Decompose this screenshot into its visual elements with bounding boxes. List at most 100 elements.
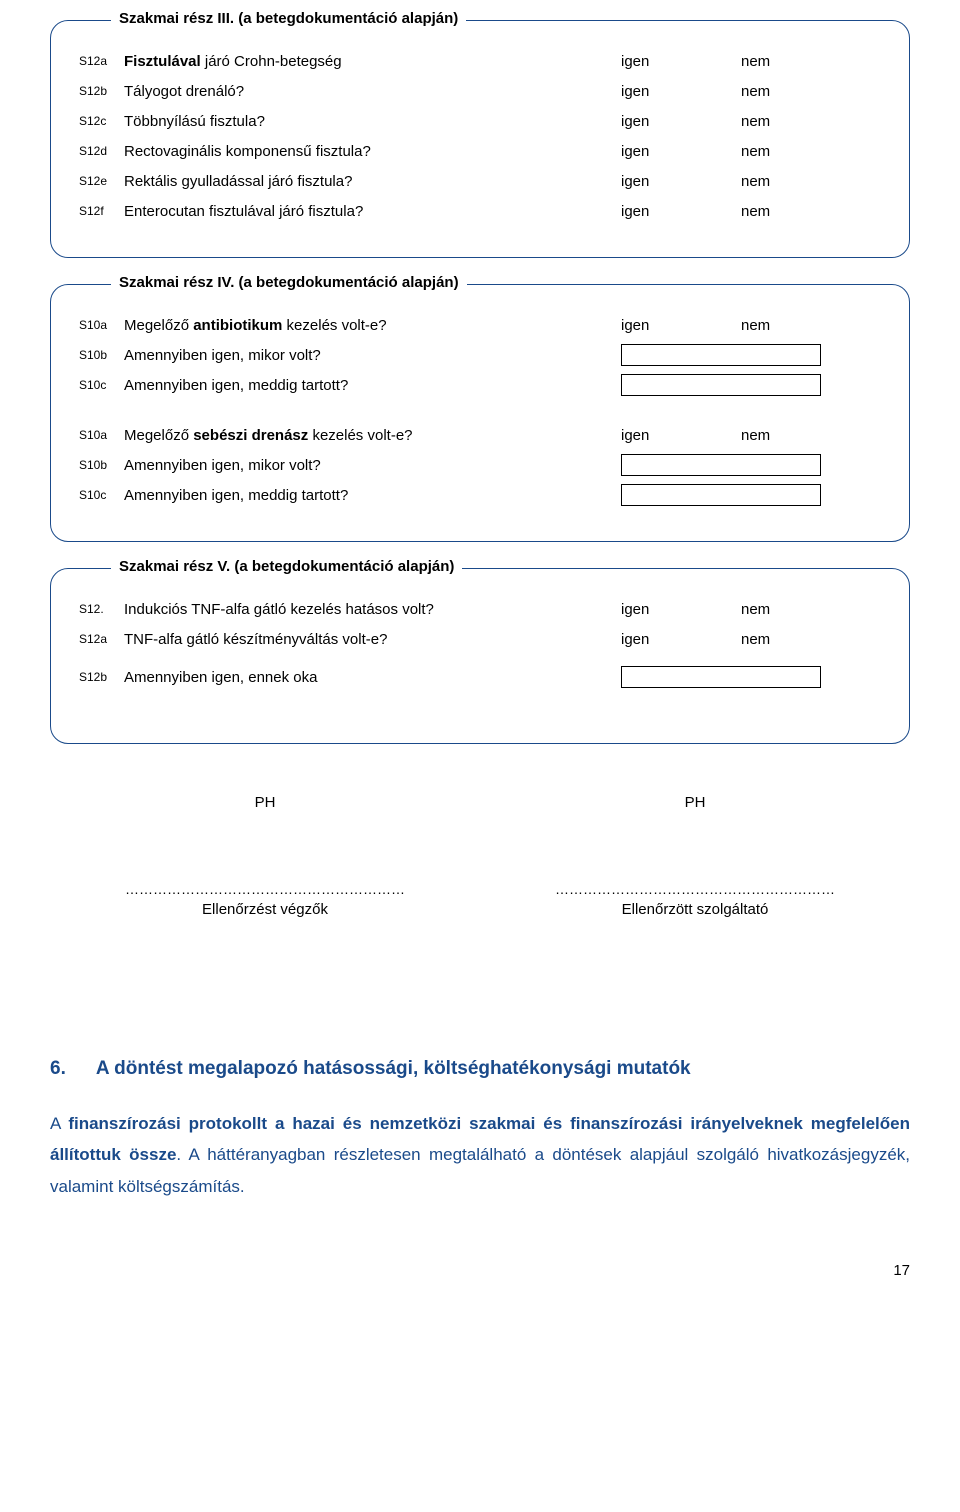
- row-answers: [621, 666, 881, 688]
- row-answers: igen nem: [621, 427, 881, 444]
- row-code: S12a: [79, 632, 124, 646]
- row-s12f: S12f Enterocutan fisztulával járó fisztu…: [79, 199, 881, 223]
- label-rest: járó Crohn-betegség: [201, 53, 342, 70]
- sig-label-left: Ellenőrzést végzők: [115, 901, 415, 918]
- row-code: S12e: [79, 174, 124, 188]
- ph-left: PH: [115, 794, 415, 811]
- heading-6: 6. A döntést megalapozó hatásossági, köl…: [50, 1058, 910, 1080]
- answer-yes[interactable]: igen: [621, 173, 741, 190]
- row-answers: igen nem: [621, 631, 881, 648]
- row-label: Fisztulával járó Crohn-betegség: [124, 53, 621, 70]
- signature-row-lines: …………………………………………………… Ellenőrzést végzők …: [50, 811, 910, 918]
- row-answers: igen nem: [621, 317, 881, 334]
- row-s10a-sebeszi: S10a Megelőző sebészi drenász kezelés vo…: [79, 423, 881, 447]
- row-s10b-1: S10b Amennyiben igen, mikor volt?: [79, 343, 881, 367]
- answer-yes[interactable]: igen: [621, 143, 741, 160]
- section-3: Szakmai rész III. (a betegdokumentáció a…: [50, 20, 910, 258]
- row-label: Többnyílású fisztula?: [124, 113, 621, 130]
- answer-no[interactable]: nem: [741, 143, 841, 160]
- row-s12: S12. Indukciós TNF-alfa gátló kezelés ha…: [79, 597, 881, 621]
- row-s12d: S12d Rectovaginális komponensű fisztula?…: [79, 139, 881, 163]
- sig-dots-right: ……………………………………………………: [545, 881, 845, 897]
- row-answers: igen nem: [621, 173, 881, 190]
- input-meddig-2[interactable]: [621, 484, 821, 506]
- answer-no[interactable]: nem: [741, 317, 841, 334]
- section-5: Szakmai rész V. (a betegdokumentáció ala…: [50, 568, 910, 744]
- row-s10b-2: S10b Amennyiben igen, mikor volt?: [79, 453, 881, 477]
- row-code: S12b: [79, 670, 124, 684]
- row-answers: [621, 374, 881, 396]
- row-code: S12f: [79, 204, 124, 218]
- row-s10a-antibiotikum: S10a Megelőző antibiotikum kezelés volt-…: [79, 313, 881, 337]
- row-code: S12d: [79, 144, 124, 158]
- row-code: S10c: [79, 488, 124, 502]
- row-label: Indukciós TNF-alfa gátló kezelés hatásos…: [124, 601, 621, 618]
- label-bold: antibiotikum: [193, 317, 282, 334]
- label-bold: sebészi drenász: [193, 427, 308, 444]
- answer-no[interactable]: nem: [741, 113, 841, 130]
- sig-label-right: Ellenőrzött szolgáltató: [545, 901, 845, 918]
- row-s10c-1: S10c Amennyiben igen, meddig tartott?: [79, 373, 881, 397]
- row-answers: igen nem: [621, 83, 881, 100]
- row-label: Amennyiben igen, meddig tartott?: [124, 377, 621, 394]
- answer-yes[interactable]: igen: [621, 53, 741, 70]
- input-mikor-2[interactable]: [621, 454, 821, 476]
- answer-no[interactable]: nem: [741, 601, 841, 618]
- label-pre: Megelőző: [124, 427, 193, 444]
- row-label: Tályogot drenáló?: [124, 83, 621, 100]
- spacer: [79, 657, 881, 665]
- page-number: 17: [50, 1262, 910, 1279]
- row-answers: igen nem: [621, 143, 881, 160]
- row-answers: igen nem: [621, 113, 881, 130]
- row-code: S10b: [79, 458, 124, 472]
- row-label: Amennyiben igen, ennek oka: [124, 669, 621, 686]
- answer-yes[interactable]: igen: [621, 83, 741, 100]
- sig-col-left: …………………………………………………… Ellenőrzést végzők: [115, 811, 415, 918]
- section-4-title: Szakmai rész IV. (a betegdokumentáció al…: [111, 274, 467, 291]
- ph-right: PH: [545, 794, 845, 811]
- body-pre: A: [50, 1114, 68, 1133]
- answer-yes[interactable]: igen: [621, 113, 741, 130]
- input-mikor-1[interactable]: [621, 344, 821, 366]
- label-bold: Fisztulával: [124, 53, 201, 70]
- row-code: S10a: [79, 428, 124, 442]
- row-answers: igen nem: [621, 53, 881, 70]
- row-label: Amennyiben igen, mikor volt?: [124, 347, 621, 364]
- row-label: Megelőző antibiotikum kezelés volt-e?: [124, 317, 621, 334]
- row-code: S10b: [79, 348, 124, 362]
- answer-yes[interactable]: igen: [621, 203, 741, 220]
- row-code: S12b: [79, 84, 124, 98]
- row-s12c: S12c Többnyílású fisztula? igen nem: [79, 109, 881, 133]
- row-answers: igen nem: [621, 601, 881, 618]
- answer-yes[interactable]: igen: [621, 601, 741, 618]
- body-post: . A háttéranyagban részletesen megtalálh…: [50, 1145, 910, 1195]
- row-answers: igen nem: [621, 203, 881, 220]
- answer-no[interactable]: nem: [741, 53, 841, 70]
- row-code: S12a: [79, 54, 124, 68]
- answer-no[interactable]: nem: [741, 173, 841, 190]
- row-code: S10a: [79, 318, 124, 332]
- answer-no[interactable]: nem: [741, 427, 841, 444]
- row-label: TNF-alfa gátló készítményváltás volt-e?: [124, 631, 621, 648]
- answer-no[interactable]: nem: [741, 203, 841, 220]
- row-s12b: S12b Tályogot drenáló? igen nem: [79, 79, 881, 103]
- answer-no[interactable]: nem: [741, 83, 841, 100]
- row-answers: [621, 344, 881, 366]
- row-answers: [621, 484, 881, 506]
- row-code: S12.: [79, 602, 124, 616]
- heading-num: 6.: [50, 1058, 66, 1080]
- row-s12e: S12e Rektális gyulladással járó fisztula…: [79, 169, 881, 193]
- row-code: S10c: [79, 378, 124, 392]
- row-label: Amennyiben igen, mikor volt?: [124, 457, 621, 474]
- signature-row-ph: PH PH: [50, 794, 910, 811]
- input-ennek-oka[interactable]: [621, 666, 821, 688]
- answer-yes[interactable]: igen: [621, 631, 741, 648]
- answer-yes[interactable]: igen: [621, 427, 741, 444]
- row-answers: [621, 454, 881, 476]
- answer-yes[interactable]: igen: [621, 317, 741, 334]
- spacer: [79, 403, 881, 423]
- input-meddig-1[interactable]: [621, 374, 821, 396]
- row-s12a: S12a Fisztulával járó Crohn-betegség ige…: [79, 49, 881, 73]
- answer-no[interactable]: nem: [741, 631, 841, 648]
- label-post: kezelés volt-e?: [282, 317, 386, 334]
